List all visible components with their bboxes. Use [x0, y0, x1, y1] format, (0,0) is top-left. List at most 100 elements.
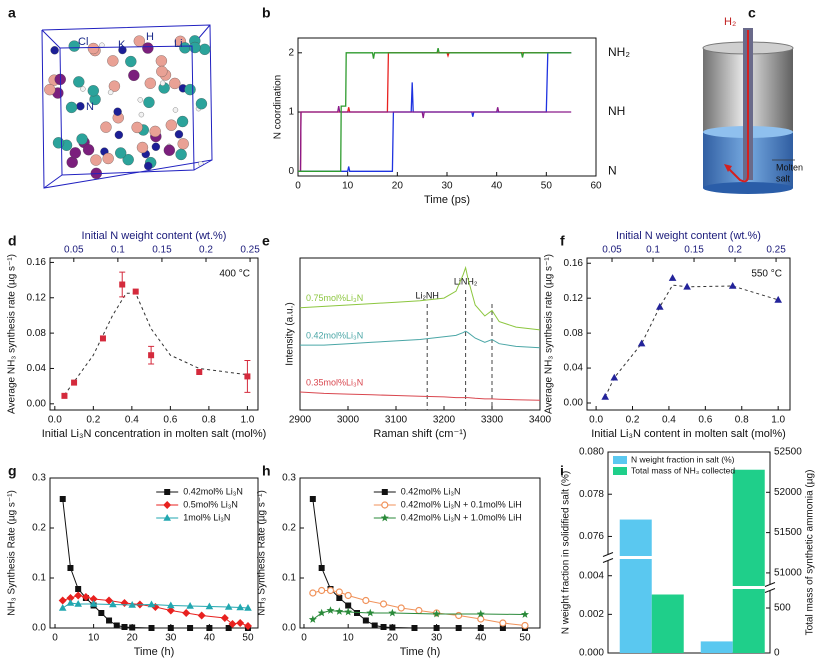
- x-tick-label: 0.6: [698, 415, 712, 426]
- marker: [380, 513, 389, 522]
- legend-label: 1mol% Li₃N: [183, 512, 230, 522]
- y-tick-label: 0.04: [27, 363, 47, 374]
- marker: [58, 604, 67, 611]
- marker: [309, 589, 317, 597]
- series-line: [62, 594, 249, 627]
- y-tick-label: 0.1: [32, 573, 46, 584]
- sim-box-front: [43, 45, 213, 189]
- atom: [149, 125, 161, 138]
- x2-tick-label: 0.2: [728, 245, 742, 256]
- y2-tick-label: 52500: [774, 447, 802, 458]
- series-line: [312, 609, 526, 620]
- atom: [177, 138, 189, 150]
- marker: [345, 602, 352, 609]
- marker: [455, 625, 462, 631]
- atom: [69, 147, 81, 159]
- x-tick-label: 25%H₂/Ar: [628, 661, 677, 662]
- marker: [433, 625, 440, 631]
- marker: [499, 625, 506, 631]
- marker: [244, 604, 252, 611]
- atom: [76, 102, 85, 111]
- marker: [197, 611, 206, 620]
- x-tick-label: 3100: [385, 415, 408, 426]
- atom: [142, 42, 154, 54]
- y-tick-label: 0.3: [282, 473, 296, 484]
- axis-break: [602, 552, 614, 563]
- atom: [172, 107, 179, 113]
- y2-tick-label: 51000: [774, 568, 802, 579]
- atom: [107, 55, 119, 67]
- marker: [106, 617, 113, 624]
- bar: [619, 519, 652, 653]
- gas-arrow: [727, 30, 749, 183]
- arrow-head: [724, 164, 732, 172]
- x2-tick-label: 0.25: [766, 245, 786, 256]
- x-tick-label: 10: [342, 181, 354, 192]
- y-axis-title: NH₃ Synthesis Rate (µg s⁻¹): [7, 490, 18, 616]
- x-tick-label: 0.6: [163, 415, 177, 426]
- atom: [144, 161, 153, 171]
- panel-letter: c: [748, 5, 756, 21]
- atom: [52, 137, 65, 149]
- y-tick-label: 0.08: [564, 328, 584, 339]
- y-tick-label: 0.002: [579, 609, 604, 620]
- marker: [521, 610, 529, 618]
- marker: [75, 586, 82, 592]
- marker: [120, 599, 129, 607]
- marker: [362, 596, 370, 605]
- marker: [128, 601, 136, 608]
- atom: [163, 144, 176, 156]
- atom-label: H: [146, 31, 154, 43]
- panel-letter: i: [560, 463, 564, 479]
- marker: [163, 514, 171, 521]
- atom: [175, 148, 187, 161]
- marker: [74, 600, 82, 607]
- atom: [199, 43, 211, 55]
- annotation: 550 °C: [751, 269, 782, 280]
- atom: [160, 80, 166, 86]
- x-tick-label: 10: [88, 633, 100, 644]
- marker: [308, 615, 317, 623]
- marker: [81, 593, 90, 601]
- marker: [318, 586, 326, 595]
- x-tick-label: 40: [491, 181, 503, 192]
- atom: [87, 85, 99, 97]
- atom: [174, 130, 184, 139]
- plot-frame: [49, 257, 259, 411]
- marker: [411, 625, 418, 631]
- series-line: [312, 498, 525, 629]
- x-tick-label: 1.0: [771, 415, 785, 426]
- series-line: [63, 292, 248, 396]
- atom: [90, 154, 102, 166]
- x-axis-title: Time (ps): [424, 194, 470, 206]
- panel-c: c H₂ Molten salt: [702, 5, 803, 194]
- y-tick-label: 0.076: [579, 531, 604, 542]
- atom: [108, 80, 121, 92]
- marker: [166, 606, 175, 615]
- marker: [167, 625, 174, 631]
- x-tick-label: 0: [301, 633, 307, 644]
- x-tick-label: 0.8: [735, 415, 749, 426]
- marker: [132, 288, 139, 295]
- atom: [100, 121, 112, 133]
- box-edge: [41, 29, 61, 49]
- plot-frame: [297, 37, 597, 177]
- y-tick-label: 0: [288, 166, 294, 177]
- marker: [182, 609, 191, 617]
- y-axis-title: Intensity (a.u.): [285, 302, 296, 365]
- marker: [499, 619, 507, 627]
- y-tick-label: 2: [288, 47, 294, 58]
- gas-label: H₂: [724, 16, 736, 28]
- legend-swatch: [613, 456, 627, 464]
- y-tick-label: 1: [288, 107, 294, 118]
- reference-label: LiNH₂: [454, 276, 478, 286]
- marker: [601, 392, 609, 400]
- x2-tick-label: 0.1: [111, 245, 125, 256]
- marker: [121, 624, 128, 630]
- x-tick-label: 20: [392, 181, 404, 192]
- panel-a: a Cl K H Li N: [8, 5, 213, 189]
- marker: [109, 600, 117, 608]
- atom: [156, 65, 168, 78]
- x-tick-label: 30: [165, 633, 177, 644]
- x-tick-label: 0.4: [662, 415, 676, 426]
